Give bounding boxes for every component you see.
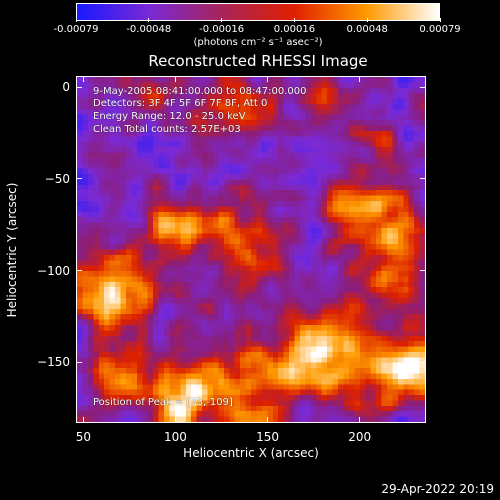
y-tick-label: −150: [37, 355, 70, 370]
colorbar-tick-label: -0.00079: [53, 24, 99, 35]
clean-annotation: Clean Total counts: 2.57E+03: [93, 124, 241, 135]
x-tick-mark: [82, 76, 84, 82]
colorbar-tick-label: -0.00048: [126, 24, 172, 35]
energy-annotation: Energy Range: 12.0 - 25.0 keV: [93, 111, 246, 122]
time-range-annotation: 9-May-2005 08:41:00.000 to 08:47:00.000: [93, 86, 307, 97]
y-tick-mark: [76, 178, 82, 180]
colorbar-tick-label: 0.00079: [419, 24, 461, 35]
peak-annotation: Position of Peak = [73,-109]: [93, 397, 233, 408]
colorbar-tick: [293, 18, 295, 22]
chart-title: Reconstructed RHESSI Image: [148, 52, 368, 70]
x-tick-label: 200: [348, 430, 372, 444]
colorbar-tick-label: -0.00016: [199, 24, 245, 35]
x-tick-label: 50: [75, 430, 91, 444]
y-tick-mark: [420, 178, 426, 180]
x-tick-label: 150: [256, 430, 280, 444]
colorbar-tick: [366, 18, 368, 22]
colorbar-tick: [221, 18, 223, 22]
x-tick-mark: [82, 417, 84, 423]
x-tick-label: 100: [164, 430, 187, 444]
y-tick-label: −50: [44, 171, 70, 186]
x-tick-mark: [359, 76, 361, 82]
plot-area: [76, 76, 426, 423]
colorbar-tick: [439, 18, 441, 22]
x-tick-mark: [359, 417, 361, 423]
y-tick-mark: [420, 86, 426, 88]
y-tick-mark: [76, 86, 82, 88]
x-tick-mark: [267, 417, 269, 423]
colorbar-tick-label: 0.00016: [273, 24, 316, 35]
colorbar-tick-label: 0.00048: [346, 24, 388, 35]
y-tick-label: 0: [62, 80, 70, 95]
x-tick-mark: [267, 76, 269, 82]
colorbar-tick: [148, 18, 150, 22]
y-axis-label: Heliocentric Y (arcsec): [5, 182, 19, 318]
x-tick-mark: [174, 76, 176, 82]
colorbar-tick: [75, 18, 77, 22]
colorbar: [76, 3, 440, 21]
y-tick-mark: [420, 361, 426, 363]
y-tick-mark: [76, 361, 82, 363]
x-tick-mark: [174, 417, 176, 423]
heatmap-image: [77, 77, 425, 422]
x-axis-label: Heliocentric X (arcsec): [183, 446, 319, 460]
timestamp: 29-Apr-2022 20:19: [381, 482, 494, 496]
colorbar-units: (photons cm⁻² s⁻¹ asec⁻²): [193, 37, 323, 48]
y-tick-mark: [76, 270, 82, 272]
y-tick-label: −100: [37, 263, 70, 278]
detectors-annotation: Detectors: 3F 4F 5F 6F 7F 8F, Att 0: [93, 98, 268, 109]
y-tick-mark: [420, 270, 426, 272]
